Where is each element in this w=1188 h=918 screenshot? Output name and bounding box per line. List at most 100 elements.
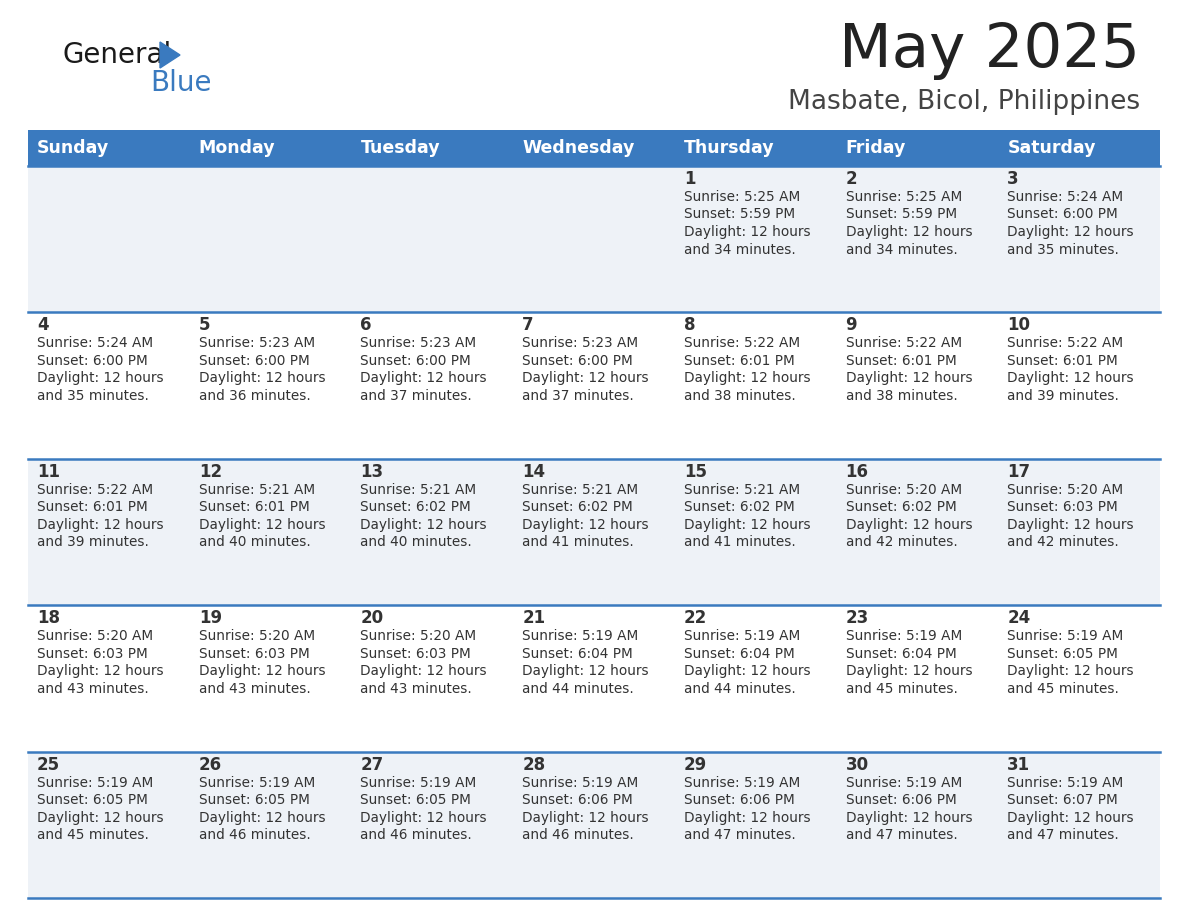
Text: Sunset: 6:04 PM: Sunset: 6:04 PM xyxy=(684,646,795,661)
Text: Sunset: 6:00 PM: Sunset: 6:00 PM xyxy=(523,354,633,368)
Text: 28: 28 xyxy=(523,756,545,774)
Text: Daylight: 12 hours: Daylight: 12 hours xyxy=(684,518,810,532)
Text: Sunrise: 5:20 AM: Sunrise: 5:20 AM xyxy=(198,629,315,644)
Text: 10: 10 xyxy=(1007,317,1030,334)
Text: 1: 1 xyxy=(684,170,695,188)
Text: Sunset: 6:01 PM: Sunset: 6:01 PM xyxy=(846,354,956,368)
Text: 31: 31 xyxy=(1007,756,1030,774)
Text: Sunrise: 5:23 AM: Sunrise: 5:23 AM xyxy=(198,336,315,351)
Text: and 34 minutes.: and 34 minutes. xyxy=(846,242,958,256)
Text: Sunset: 6:01 PM: Sunset: 6:01 PM xyxy=(198,500,309,514)
Text: Wednesday: Wednesday xyxy=(523,139,634,157)
Text: 4: 4 xyxy=(37,317,49,334)
Text: Thursday: Thursday xyxy=(684,139,775,157)
Text: 5: 5 xyxy=(198,317,210,334)
Text: and 39 minutes.: and 39 minutes. xyxy=(37,535,148,549)
Text: Sunrise: 5:21 AM: Sunrise: 5:21 AM xyxy=(360,483,476,497)
Text: and 39 minutes.: and 39 minutes. xyxy=(1007,389,1119,403)
Text: Daylight: 12 hours: Daylight: 12 hours xyxy=(198,372,326,386)
Text: Sunrise: 5:25 AM: Sunrise: 5:25 AM xyxy=(846,190,962,204)
Bar xyxy=(998,459,1159,605)
Text: Sunset: 6:03 PM: Sunset: 6:03 PM xyxy=(37,646,147,661)
Text: 18: 18 xyxy=(37,610,61,627)
Text: Sunrise: 5:19 AM: Sunrise: 5:19 AM xyxy=(1007,629,1124,644)
Bar xyxy=(998,166,1159,312)
Text: 16: 16 xyxy=(846,463,868,481)
Text: Sunset: 6:00 PM: Sunset: 6:00 PM xyxy=(360,354,472,368)
Text: Sunset: 6:00 PM: Sunset: 6:00 PM xyxy=(1007,207,1118,221)
Bar xyxy=(675,130,836,166)
Text: Sunrise: 5:19 AM: Sunrise: 5:19 AM xyxy=(523,629,638,644)
Text: Sunday: Sunday xyxy=(37,139,109,157)
Text: 20: 20 xyxy=(360,610,384,627)
Text: Sunrise: 5:21 AM: Sunrise: 5:21 AM xyxy=(198,483,315,497)
Text: 12: 12 xyxy=(198,463,222,481)
Text: Daylight: 12 hours: Daylight: 12 hours xyxy=(198,811,326,824)
Text: Sunset: 5:59 PM: Sunset: 5:59 PM xyxy=(684,207,795,221)
Text: 22: 22 xyxy=(684,610,707,627)
Text: Sunset: 6:06 PM: Sunset: 6:06 PM xyxy=(846,793,956,807)
Text: Sunrise: 5:19 AM: Sunrise: 5:19 AM xyxy=(846,629,962,644)
Text: Sunrise: 5:24 AM: Sunrise: 5:24 AM xyxy=(1007,190,1124,204)
Text: 11: 11 xyxy=(37,463,61,481)
Text: Sunrise: 5:22 AM: Sunrise: 5:22 AM xyxy=(1007,336,1124,351)
Text: Daylight: 12 hours: Daylight: 12 hours xyxy=(1007,518,1133,532)
Bar xyxy=(29,312,190,459)
Text: 13: 13 xyxy=(360,463,384,481)
Bar xyxy=(513,605,675,752)
Bar xyxy=(29,459,190,605)
Text: Sunset: 6:01 PM: Sunset: 6:01 PM xyxy=(37,500,147,514)
Text: and 47 minutes.: and 47 minutes. xyxy=(846,828,958,842)
Text: Sunset: 6:03 PM: Sunset: 6:03 PM xyxy=(360,646,472,661)
Bar xyxy=(836,459,998,605)
Text: 9: 9 xyxy=(846,317,858,334)
Text: and 34 minutes.: and 34 minutes. xyxy=(684,242,796,256)
Text: Daylight: 12 hours: Daylight: 12 hours xyxy=(684,372,810,386)
Bar xyxy=(998,312,1159,459)
Text: 17: 17 xyxy=(1007,463,1030,481)
Bar xyxy=(836,605,998,752)
Text: Sunrise: 5:19 AM: Sunrise: 5:19 AM xyxy=(523,776,638,789)
Text: and 37 minutes.: and 37 minutes. xyxy=(360,389,472,403)
Text: 25: 25 xyxy=(37,756,61,774)
Text: and 47 minutes.: and 47 minutes. xyxy=(684,828,796,842)
Text: Sunset: 6:06 PM: Sunset: 6:06 PM xyxy=(523,793,633,807)
Text: 8: 8 xyxy=(684,317,695,334)
Bar xyxy=(190,752,352,898)
Bar xyxy=(29,130,190,166)
Text: and 41 minutes.: and 41 minutes. xyxy=(684,535,796,549)
Text: and 47 minutes.: and 47 minutes. xyxy=(1007,828,1119,842)
Bar xyxy=(998,130,1159,166)
Text: Daylight: 12 hours: Daylight: 12 hours xyxy=(684,811,810,824)
Text: Sunrise: 5:19 AM: Sunrise: 5:19 AM xyxy=(846,776,962,789)
Text: Sunset: 6:00 PM: Sunset: 6:00 PM xyxy=(198,354,309,368)
Text: Sunrise: 5:20 AM: Sunrise: 5:20 AM xyxy=(846,483,962,497)
Bar xyxy=(998,752,1159,898)
Text: and 40 minutes.: and 40 minutes. xyxy=(360,535,472,549)
Text: Sunrise: 5:22 AM: Sunrise: 5:22 AM xyxy=(684,336,800,351)
Text: Sunrise: 5:19 AM: Sunrise: 5:19 AM xyxy=(1007,776,1124,789)
Text: Daylight: 12 hours: Daylight: 12 hours xyxy=(846,518,972,532)
Text: Sunrise: 5:20 AM: Sunrise: 5:20 AM xyxy=(1007,483,1124,497)
Text: Sunrise: 5:25 AM: Sunrise: 5:25 AM xyxy=(684,190,800,204)
Text: Sunrise: 5:21 AM: Sunrise: 5:21 AM xyxy=(523,483,638,497)
Text: Daylight: 12 hours: Daylight: 12 hours xyxy=(523,811,649,824)
Text: Daylight: 12 hours: Daylight: 12 hours xyxy=(684,665,810,678)
Bar xyxy=(675,605,836,752)
Text: Monday: Monday xyxy=(198,139,276,157)
Text: and 46 minutes.: and 46 minutes. xyxy=(198,828,310,842)
Text: Sunset: 6:01 PM: Sunset: 6:01 PM xyxy=(1007,354,1118,368)
Text: Sunrise: 5:20 AM: Sunrise: 5:20 AM xyxy=(37,629,153,644)
Text: 2: 2 xyxy=(846,170,858,188)
Text: Daylight: 12 hours: Daylight: 12 hours xyxy=(523,665,649,678)
Text: Daylight: 12 hours: Daylight: 12 hours xyxy=(1007,811,1133,824)
Text: May 2025: May 2025 xyxy=(839,20,1140,80)
Text: Daylight: 12 hours: Daylight: 12 hours xyxy=(198,518,326,532)
Bar xyxy=(513,459,675,605)
Bar xyxy=(29,605,190,752)
Text: Sunset: 6:05 PM: Sunset: 6:05 PM xyxy=(1007,646,1118,661)
Bar xyxy=(513,130,675,166)
Text: Sunrise: 5:20 AM: Sunrise: 5:20 AM xyxy=(360,629,476,644)
Text: Sunset: 6:06 PM: Sunset: 6:06 PM xyxy=(684,793,795,807)
Text: Daylight: 12 hours: Daylight: 12 hours xyxy=(684,225,810,239)
